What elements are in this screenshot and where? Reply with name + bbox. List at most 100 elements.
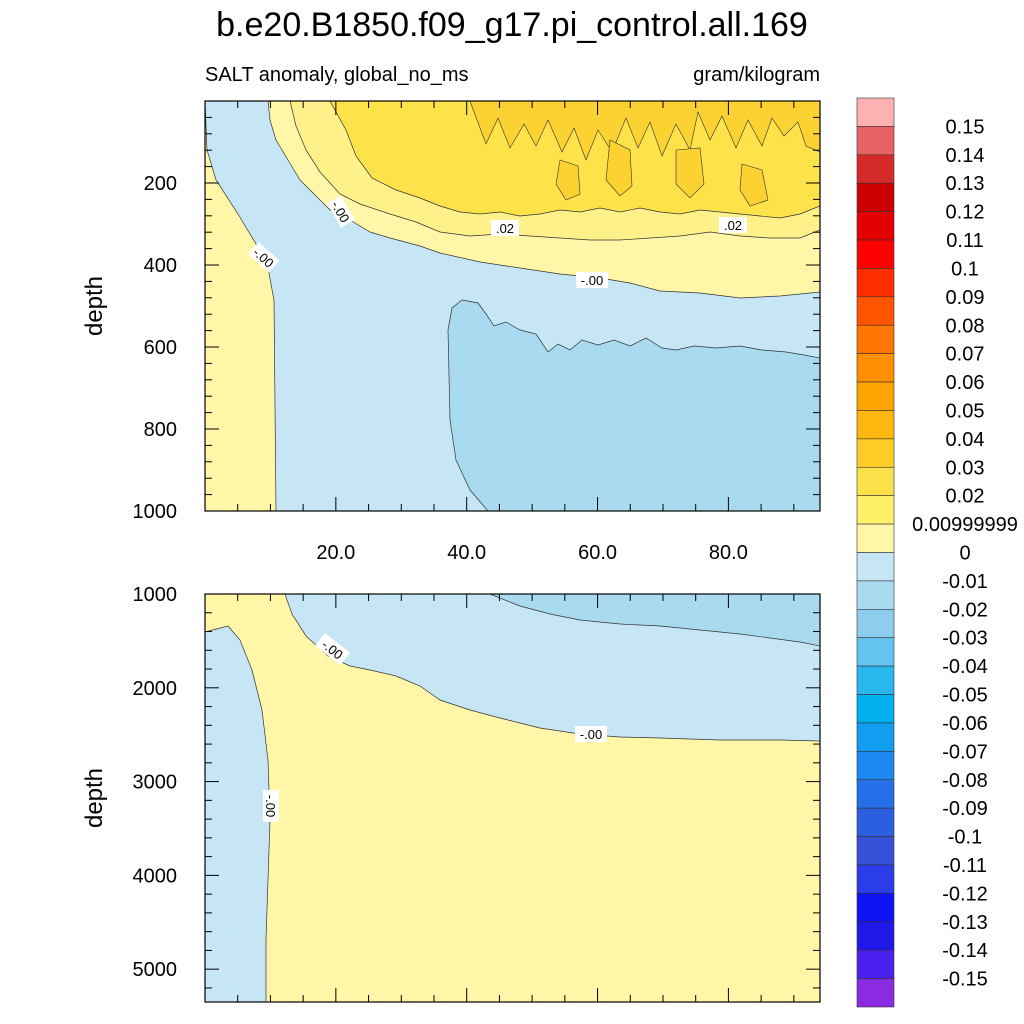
contour-label: -.00 [263, 795, 278, 817]
colorbar-swatch [856, 637, 895, 667]
y-tick-label: 400 [144, 255, 177, 277]
colorbar-swatch [856, 523, 895, 553]
colorbar-label: 0.06 [946, 372, 985, 394]
colorbar: 0.15 0.14 0.13 0.12 0.11 0.1 0.09 0.08 0.07 0.06 0… [856, 97, 1018, 1008]
colorbar-label: 0 [959, 543, 970, 565]
colorbar-label: 0.1 [951, 258, 979, 280]
colorbar-swatch [856, 324, 895, 354]
x-tick-label: 60.0 [578, 542, 617, 564]
colorbar-label: 0.15 [946, 116, 985, 138]
colorbar-swatch [856, 154, 895, 184]
x-tick-label: 40.0 [447, 542, 486, 564]
contour-label: .02 [496, 221, 514, 236]
y-tick-label: 800 [144, 419, 177, 441]
colorbar-swatch [856, 921, 895, 951]
colorbar-label: -0.15 [942, 969, 988, 991]
colorbar-swatch [856, 609, 895, 639]
colorbar-label: 0.12 [946, 202, 985, 224]
colorbar-label: -0.07 [942, 741, 988, 763]
y-tick-label: 4000 [133, 865, 178, 887]
upper-patch-1 [605, 139, 633, 197]
y-tick-label: 5000 [133, 959, 178, 981]
colorbar-swatch [856, 353, 895, 383]
colorbar-swatch [856, 239, 895, 269]
colorbar-label: 0.00999999 [912, 514, 1018, 536]
upper-axes: 200 400 600 800 1000 20.0 40.0 60.0 80.0 [133, 100, 820, 564]
colorbar-swatch [856, 978, 895, 1008]
y-tick-label: 1000 [133, 501, 178, 523]
colorbar-swatch [856, 722, 895, 752]
x-tick-label: 20.0 [316, 542, 355, 564]
colorbar-swatch [856, 694, 895, 724]
contour-label: -.00 [581, 273, 603, 288]
colorbar-label: -0.01 [942, 571, 988, 593]
colorbar-swatch [856, 665, 895, 695]
colorbar-label: -0.04 [942, 656, 988, 678]
subtitle-left: SALT anomaly, global_no_ms [205, 64, 469, 86]
colorbar-label: -0.1 [948, 827, 982, 849]
colorbar-label: 0.11 [946, 230, 983, 252]
colorbar-label: 0.07 [946, 344, 985, 366]
colorbar-swatch [856, 410, 895, 440]
y-tick-label: 600 [144, 337, 177, 359]
colorbar-swatch [856, 182, 895, 212]
colorbar-label: -0.05 [942, 685, 988, 707]
colorbar-swatch [856, 268, 895, 298]
colorbar-swatch [856, 580, 895, 610]
colorbar-label: -0.09 [942, 798, 988, 820]
upper-patch-4 [555, 159, 581, 201]
colorbar-swatch [856, 466, 895, 496]
y-tick-label: 2000 [133, 678, 178, 700]
lower-y-axis-label: depth [81, 768, 108, 828]
colorbar-label: 0.04 [946, 429, 985, 451]
colorbar-swatch [856, 296, 895, 326]
colorbar-swatch [856, 751, 895, 781]
colorbar-label: 0.05 [946, 400, 985, 422]
upper-frame [204, 100, 821, 512]
lower-axes: 1000 2000 3000 4000 5000 [133, 584, 820, 1002]
colorbar-label: 0.13 [946, 173, 985, 195]
contour-label: .02 [724, 218, 742, 233]
upper-patch-3 [739, 163, 769, 207]
colorbar-label: -0.06 [942, 713, 988, 735]
y-tick-label: 200 [144, 173, 177, 195]
colorbar-swatch [856, 779, 895, 809]
colorbar-swatch [856, 807, 895, 837]
colorbar-swatch [856, 836, 895, 866]
colorbar-label: 0.09 [946, 287, 985, 309]
colorbar-label: -0.12 [942, 883, 988, 905]
colorbar-label: -0.14 [942, 940, 988, 962]
colorbar-label: 0.03 [946, 457, 985, 479]
lower-frame [204, 593, 821, 1003]
colorbar-label: -0.03 [942, 628, 988, 650]
colorbar-swatch [856, 893, 895, 923]
colorbar-label: 0.02 [946, 486, 985, 508]
colorbar-label: -0.08 [942, 770, 988, 792]
x-tick-label: 80.0 [709, 542, 748, 564]
y-tick-label: 3000 [133, 772, 178, 794]
colorbar-swatch [856, 438, 895, 468]
upper-y-axis-label: depth [81, 276, 108, 336]
colorbar-swatch [856, 126, 895, 156]
contour-label: -.00 [580, 727, 602, 742]
colorbar-label: -0.13 [942, 912, 988, 934]
plot-title: b.e20.B1850.f09_g17.pi_control.all.169 [216, 6, 808, 44]
colorbar-swatch [856, 211, 895, 241]
subtitle-right: gram/kilogram [693, 64, 820, 86]
colorbar-swatch [856, 495, 895, 525]
upper-panel: -.00 -.00 .02 .02 -.00 20040060080010002… [81, 100, 821, 564]
upper-region-yellow-3 [469, 100, 821, 161]
colorbar-label: 0.14 [946, 145, 985, 167]
y-tick-label: 1000 [133, 584, 178, 606]
colorbar-swatch [856, 864, 895, 894]
colorbar-label: 0.08 [946, 315, 985, 337]
colorbar-label: -0.11 [943, 855, 987, 877]
colorbar-swatch [856, 381, 895, 411]
colorbar-label: -0.02 [942, 599, 988, 621]
colorbar-swatch [856, 97, 895, 127]
colorbar-swatch [856, 949, 895, 979]
colorbar-swatch [856, 552, 895, 582]
upper-patch-2 [675, 147, 705, 199]
